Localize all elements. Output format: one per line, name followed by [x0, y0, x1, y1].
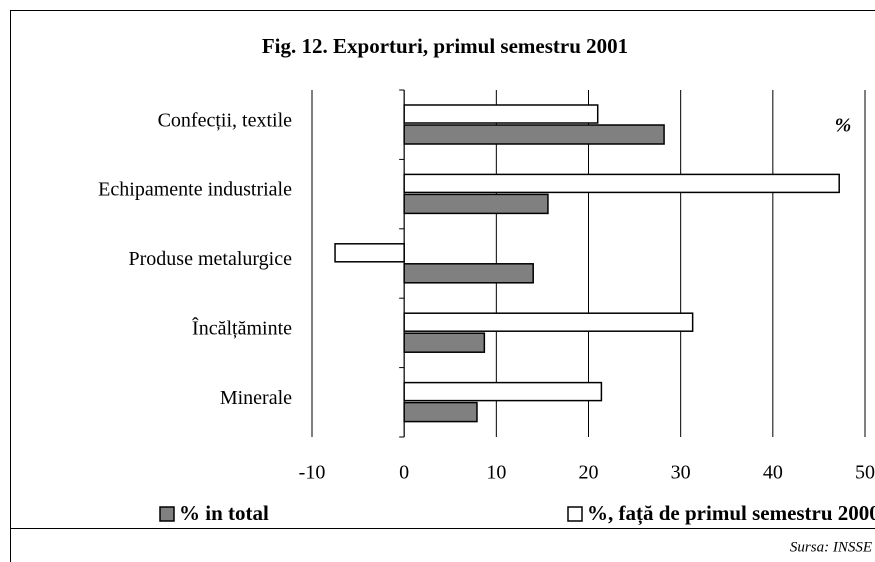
legend-label: %, față de primul semestru 2000	[587, 501, 875, 526]
bar	[403, 104, 599, 124]
category-label: Încălțăminte	[192, 316, 292, 339]
annotation: %	[835, 115, 852, 137]
bar	[403, 193, 549, 215]
x-tick-label: 50	[855, 462, 875, 484]
bar	[403, 381, 603, 402]
bar	[403, 401, 478, 423]
source: Sursa: INSSE	[790, 539, 872, 555]
category-label: Produse metalurgice	[129, 248, 293, 270]
bar	[403, 332, 486, 353]
legend-label: % in total	[179, 501, 269, 525]
bar	[403, 263, 534, 284]
chart-title: Fig. 12. Exporturi, primul semestru 2001	[262, 34, 628, 58]
bar	[403, 124, 665, 145]
category-label: Confecții, textile	[158, 109, 293, 131]
bar	[334, 243, 405, 263]
x-tick-label: 30	[671, 462, 691, 484]
x-tick-label: 20	[579, 462, 599, 484]
category-label: Minerale	[220, 387, 292, 409]
bar	[403, 173, 840, 194]
x-tick-label: 10	[486, 462, 506, 484]
category-label: Echipamente industriale	[98, 179, 292, 201]
x-tick-label: 0	[399, 462, 409, 484]
legend-swatch	[567, 506, 583, 522]
x-tick-label: 40	[763, 462, 783, 484]
bar	[403, 312, 694, 332]
legend-swatch	[159, 506, 175, 522]
x-tick-label: -10	[299, 462, 326, 484]
